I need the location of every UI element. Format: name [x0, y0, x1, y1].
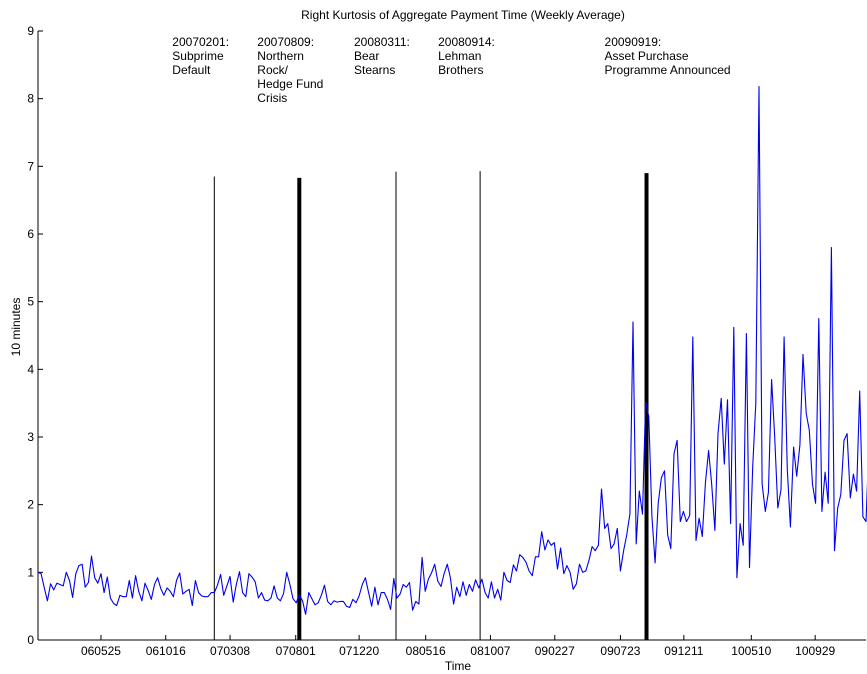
- event-annotation: 20070809:: [257, 35, 314, 49]
- event-annotation: 20080914:: [438, 35, 495, 49]
- x-tick-label: 100929: [795, 644, 835, 658]
- event-annotation: Stearns: [354, 63, 395, 77]
- chart-title: Right Kurtosis of Aggregate Payment Time…: [301, 8, 625, 22]
- y-axis-label: 10 minutes: [9, 298, 23, 357]
- y-tick-label: 6: [27, 227, 34, 241]
- y-tick-label: 3: [27, 430, 34, 444]
- y-tick-label: 7: [27, 159, 34, 173]
- x-tick-label: 090723: [600, 644, 640, 658]
- event-annotation: 20090919:: [605, 35, 662, 49]
- event-annotation: Brothers: [438, 63, 483, 77]
- plot-area: 0 1 2 3 4 5 6 7 8 9 060525 061016 070308 070801 071220…: [27, 24, 867, 658]
- event-annotation: 20070201:: [172, 35, 229, 49]
- event-annotation: Crisis: [257, 91, 287, 105]
- x-tick-label: 070308: [210, 644, 250, 658]
- event-annotation: Rock/: [257, 63, 288, 77]
- y-tick-label: 1: [27, 565, 34, 579]
- event-annotation: Asset Purchase: [605, 49, 689, 63]
- x-tick-label: 071220: [339, 644, 379, 658]
- y-tick-label: 0: [27, 633, 34, 647]
- event-annotation: 20080311:: [354, 35, 410, 49]
- x-axis-label: Time: [445, 659, 472, 673]
- x-tick-label: 061016: [146, 644, 186, 658]
- y-tick-label: 9: [27, 24, 34, 38]
- y-tick-label: 5: [27, 295, 34, 309]
- x-tick-label: 060525: [81, 644, 121, 658]
- event-annotation: Hedge Fund: [257, 77, 323, 91]
- event-annotation: Default: [172, 63, 211, 77]
- y-tick-label: 2: [27, 498, 34, 512]
- event-annotation: Lehman: [438, 49, 481, 63]
- x-tick-label: 100510: [731, 644, 771, 658]
- x-tick-label: 080516: [406, 644, 446, 658]
- event-annotation: Bear: [354, 49, 379, 63]
- x-tick-label: 090227: [535, 644, 575, 658]
- event-annotation: Northern: [257, 49, 304, 63]
- event-annotation: Programme Announced: [605, 63, 731, 77]
- y-tick-label: 4: [27, 362, 34, 376]
- x-tick-label: 070801: [276, 644, 316, 658]
- series-line: [37, 85, 867, 615]
- x-tick-label: 081007: [470, 644, 510, 658]
- x-tick-label: 091211: [664, 644, 703, 658]
- y-tick-label: 8: [27, 92, 34, 106]
- event-annotation: Subprime: [172, 49, 224, 63]
